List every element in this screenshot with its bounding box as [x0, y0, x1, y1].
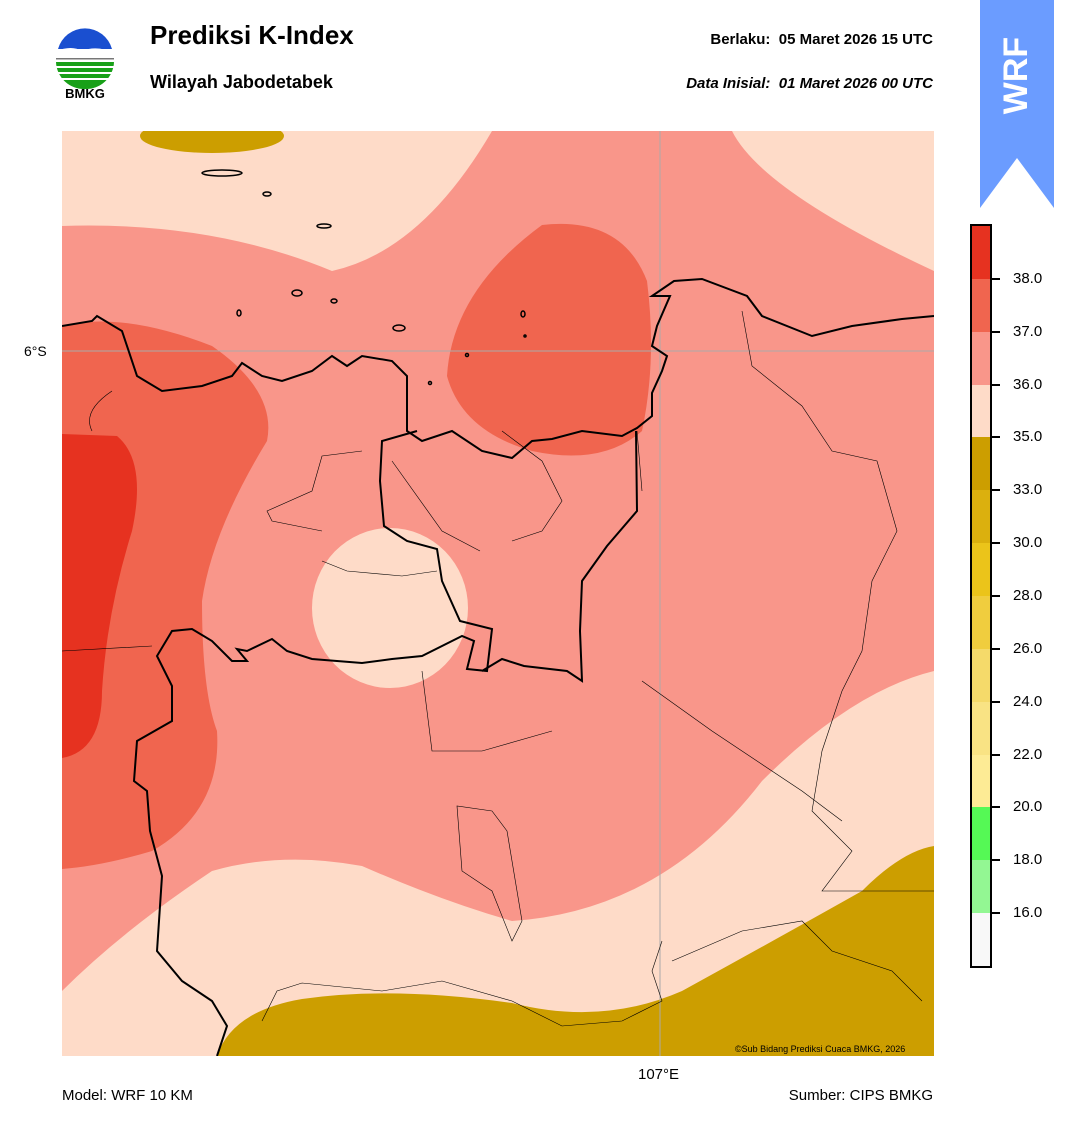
colorbar-tick-label: 18.0 [1013, 851, 1043, 869]
colorbar-swatch [972, 648, 990, 702]
wrf-badge [980, 0, 1054, 208]
colorbar-tick-label: 26.0 [1013, 639, 1043, 657]
colorbar-swatch [972, 860, 990, 914]
province-border [132, 430, 494, 1056]
colorbar-tick-label: 20.0 [1013, 798, 1043, 816]
colorbar-swatch [972, 543, 990, 596]
colorbar [970, 224, 992, 968]
colorbar-swatch [972, 701, 990, 755]
colorbar-swatch [972, 913, 990, 966]
islands [201, 169, 527, 386]
colorbar-tick [990, 383, 1000, 386]
regency-borders [62, 310, 934, 1027]
contour-red [62, 434, 137, 758]
province-border-east [481, 430, 639, 683]
latitude-label: 6°S [24, 343, 47, 359]
colorbar-swatch [972, 331, 990, 385]
coastline [62, 277, 934, 460]
colorbar-tick [990, 330, 1000, 333]
colorbar-tick-label: 24.0 [1013, 692, 1043, 710]
colorbar-swatch [972, 278, 990, 332]
contour-gold-bottom [217, 846, 934, 1056]
colorbar-tick-label: 33.0 [1013, 481, 1043, 499]
colorbar-tick [990, 700, 1000, 703]
colorbar-tick-label: 28.0 [1013, 587, 1043, 604]
colorbar-swatch [972, 225, 990, 279]
colorbar-swatch [972, 595, 990, 649]
colorbar-swatch [972, 754, 990, 808]
colorbar-tick-label: 36.0 [1013, 375, 1043, 393]
colorbar-swatch [972, 384, 990, 438]
colorbar-tick [990, 595, 1000, 597]
valid-value: 05 Maret 2026 15 UTC [778, 31, 933, 48]
init-label: Data Inisial: [686, 75, 771, 92]
colorbar-tick-label: 35.0 [1013, 428, 1043, 446]
map-credit: ©Sub Bidang Prediksi Cuaca BMKG, 2026 [735, 1044, 906, 1054]
longitude-label: 107°E [638, 1066, 680, 1083]
wrf-label: WRF [997, 36, 1036, 114]
init-value: 01 Maret 2026 00 UTC [778, 75, 933, 92]
colorbar-tick-label: 16.0 [1013, 904, 1043, 922]
contour-salmon [62, 131, 934, 991]
logo-text: BMKG [65, 86, 105, 101]
colorbar-tick [990, 859, 1000, 862]
source-label: Sumber: CIPS BMKG [788, 1087, 933, 1104]
colorbar-tick-label: 37.0 [1013, 322, 1043, 340]
colorbar-tick-label: 30.0 [1013, 534, 1043, 552]
valid-label: Berlaku: [710, 31, 771, 48]
colorbar-tick [990, 912, 1000, 915]
colorbar-tick-label: 38.0 [1013, 269, 1043, 287]
colorbar-tick [990, 753, 1000, 756]
colorbar-tick [990, 542, 1000, 545]
page-title: Prediksi K-Index [150, 20, 354, 50]
colorbar-tick [990, 277, 1000, 280]
contour-peach-center [312, 528, 468, 688]
colorbar-tick [990, 436, 1000, 439]
colorbar-tick [990, 806, 1000, 809]
valid-time: Berlaku: 05 Maret 2026 15 UTC [710, 31, 933, 48]
colorbar-swatch [972, 807, 990, 861]
model-label: Model: WRF 10 KM [62, 1087, 193, 1104]
colorbar-swatch [972, 437, 990, 491]
colorbar-tick-label: 22.0 [1013, 745, 1043, 763]
page-subtitle: Wilayah Jabodetabek [150, 72, 333, 92]
contour-gold-top [140, 131, 284, 153]
wrf-badge-text: WRF [980, 30, 1054, 120]
bmkg-logo [56, 28, 114, 90]
colorbar-swatch [972, 490, 990, 544]
init-time: Data Inisial: 01 Maret 2026 00 UTC [686, 75, 933, 92]
colorbar-tick [990, 647, 1000, 650]
contour-dark-top [447, 223, 651, 456]
colorbar-tick [990, 489, 1000, 492]
k-index-map[interactable] [62, 131, 934, 1056]
